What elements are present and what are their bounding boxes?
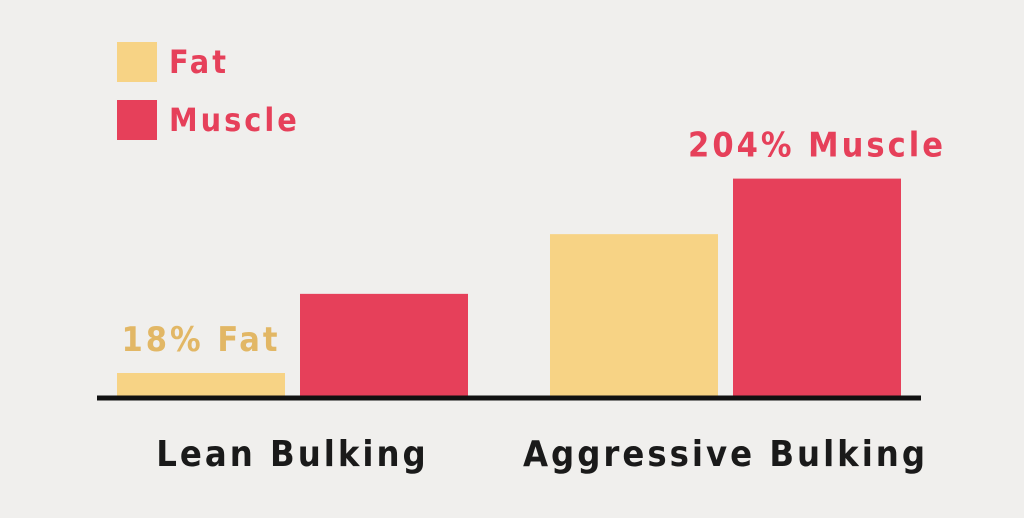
bar-muscle-lean-bulking [300, 293, 468, 398]
legend-label-fat: Fat [169, 43, 229, 81]
category-labels: Lean Bulking Aggressive Bulking [156, 434, 928, 475]
category-label: Aggressive Bulking [523, 434, 928, 475]
legend-swatch-muscle [117, 100, 157, 140]
bar-muscle-aggressive-bulking [733, 178, 901, 398]
data-label: 204% Muscle [688, 126, 946, 166]
bar-fat-lean-bulking [117, 373, 285, 398]
bar-fat-aggressive-bulking [550, 234, 718, 398]
category-label: Lean Bulking [156, 434, 429, 475]
legend-swatch-fat [117, 42, 157, 82]
legend: Fat Muscle [117, 42, 300, 140]
data-label: 18% Fat [121, 320, 280, 360]
legend-label-muscle: Muscle [169, 101, 300, 139]
annotations-group: 18% Fat 204% Muscle [121, 126, 946, 360]
bars-group [117, 178, 901, 398]
